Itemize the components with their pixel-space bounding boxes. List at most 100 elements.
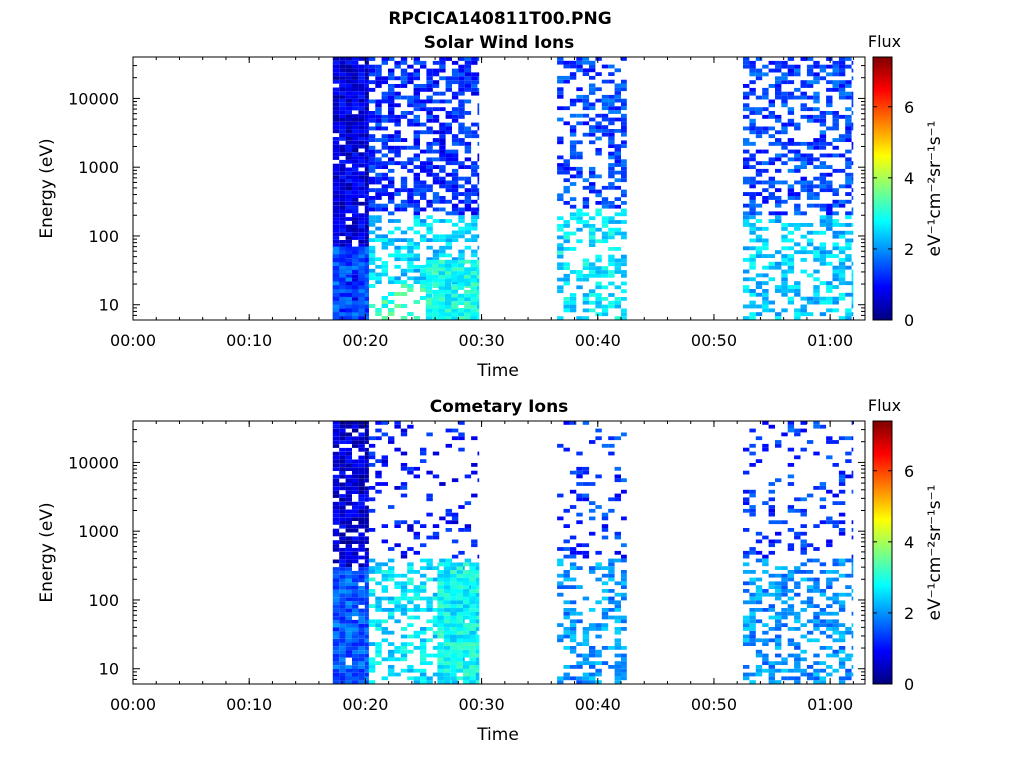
heatmap-cell: [749, 68, 756, 73]
heatmap-cell: [582, 676, 590, 681]
heatmap-cell: [781, 611, 788, 616]
heatmap-cell: [332, 209, 340, 214]
heatmap-cell: [345, 258, 352, 263]
heatmap-cell: [826, 203, 833, 208]
heatmap-cell: [806, 223, 814, 227]
heatmap-cell: [608, 270, 615, 274]
heatmap-cell: [375, 489, 382, 494]
heatmap-cell: [426, 145, 433, 150]
heatmap-cell: [768, 676, 775, 681]
heatmap-cell: [601, 204, 609, 209]
heatmap-cell: [413, 114, 420, 119]
heatmap-cell: [388, 68, 395, 73]
heatmap-cell: [368, 276, 376, 281]
heatmap-cell: [576, 566, 583, 570]
heatmap-cell: [381, 455, 388, 460]
heatmap-cell: [364, 98, 369, 103]
heatmap-cell: [345, 91, 352, 96]
heatmap-cell: [845, 316, 852, 320]
heatmap-cell: [381, 539, 388, 544]
heatmap-cell: [426, 638, 433, 643]
heatmap-cell: [368, 188, 376, 193]
heatmap-cell: [456, 581, 463, 586]
heatmap-cell: [394, 447, 401, 452]
heatmap-cell: [439, 130, 446, 135]
heatmap-cell: [426, 680, 433, 684]
heatmap-cell: [787, 168, 795, 173]
heatmap-cell: [400, 428, 408, 433]
heatmap-cell: [463, 589, 470, 593]
heatmap-cell: [437, 600, 444, 605]
heatmap-cell: [608, 166, 615, 171]
heatmap-cell: [755, 234, 763, 239]
heatmap-cell: [358, 224, 365, 229]
heatmap-cell: [464, 64, 472, 69]
heatmap-cell: [569, 308, 577, 313]
heatmap-cell: [358, 300, 365, 305]
heatmap-cell: [345, 490, 352, 494]
heatmap-cell: [601, 573, 609, 578]
heatmap-cell: [794, 68, 801, 73]
heatmap-cell: [456, 577, 463, 582]
heatmap-cell: [445, 126, 452, 131]
heatmap-cell: [345, 194, 352, 198]
heatmap-cell: [749, 226, 756, 231]
heatmap-cell: [345, 467, 352, 471]
heatmap-cell: [775, 623, 782, 627]
heatmap-cell: [469, 646, 476, 650]
heatmap-cell: [358, 250, 365, 255]
heatmap-cell: [614, 212, 621, 217]
heatmap-cell: [339, 532, 346, 537]
heatmap-cell: [413, 87, 420, 92]
heatmap-cell: [464, 238, 472, 242]
heatmap-cell: [582, 273, 590, 278]
heatmap-cell: [762, 292, 769, 297]
heatmap-cell: [345, 179, 352, 183]
heatmap-cell: [407, 226, 414, 231]
heatmap-cell: [838, 592, 846, 597]
heatmap-cell: [768, 592, 775, 597]
heatmap-cell: [621, 106, 627, 111]
heatmap-cell: [368, 145, 376, 150]
heatmap-cell: [388, 573, 395, 578]
heatmap-cell: [364, 175, 369, 179]
heatmap-cell: [563, 646, 570, 650]
heatmap-cell: [437, 570, 444, 574]
heatmap-cell: [851, 566, 854, 570]
heatmap-cell: [375, 172, 382, 177]
heatmap-cell: [819, 138, 827, 142]
heatmap-cell: [364, 296, 369, 301]
heatmap-cell: [339, 110, 346, 115]
heatmap-cell: [813, 524, 820, 528]
heatmap-cell: [394, 280, 401, 284]
heatmap-cell: [432, 596, 440, 601]
heatmap-cell: [332, 236, 340, 240]
heatmap-cell: [775, 138, 782, 142]
heatmap-cell: [768, 111, 775, 115]
heatmap-cell: [813, 296, 820, 301]
heatmap-cell: [601, 566, 609, 570]
heatmap-cell: [368, 623, 376, 627]
heatmap-cell: [358, 547, 365, 552]
heatmap-cell: [469, 623, 476, 628]
heatmap-cell: [368, 219, 376, 223]
heatmap-cell: [589, 440, 596, 444]
heatmap-cell: [762, 630, 769, 635]
heatmap-cell: [345, 171, 352, 176]
heatmap-cell: [762, 657, 769, 662]
heatmap-cell: [388, 242, 395, 246]
heatmap-cell: [432, 91, 440, 96]
heatmap-cell: [358, 175, 365, 179]
heatmap-cell: [394, 646, 401, 650]
heatmap-cell: [826, 634, 833, 639]
heatmap-cell: [794, 153, 801, 158]
heatmap-cell: [608, 227, 615, 232]
heatmap-cell: [464, 141, 472, 146]
heatmap-cell: [439, 184, 446, 189]
heatmap-cell: [352, 121, 359, 126]
heatmap-cell: [364, 455, 369, 460]
heatmap-cell: [451, 680, 459, 684]
heatmap-cell: [826, 436, 833, 441]
heatmap-cell: [458, 505, 465, 509]
